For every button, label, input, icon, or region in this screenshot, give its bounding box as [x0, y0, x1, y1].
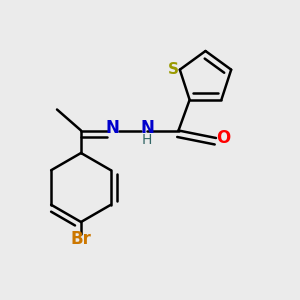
- Text: S: S: [168, 62, 179, 77]
- Text: N: N: [106, 119, 119, 137]
- Text: N: N: [140, 119, 154, 137]
- Text: O: O: [216, 129, 231, 147]
- Text: Br: Br: [70, 230, 92, 247]
- Text: H: H: [142, 133, 152, 147]
